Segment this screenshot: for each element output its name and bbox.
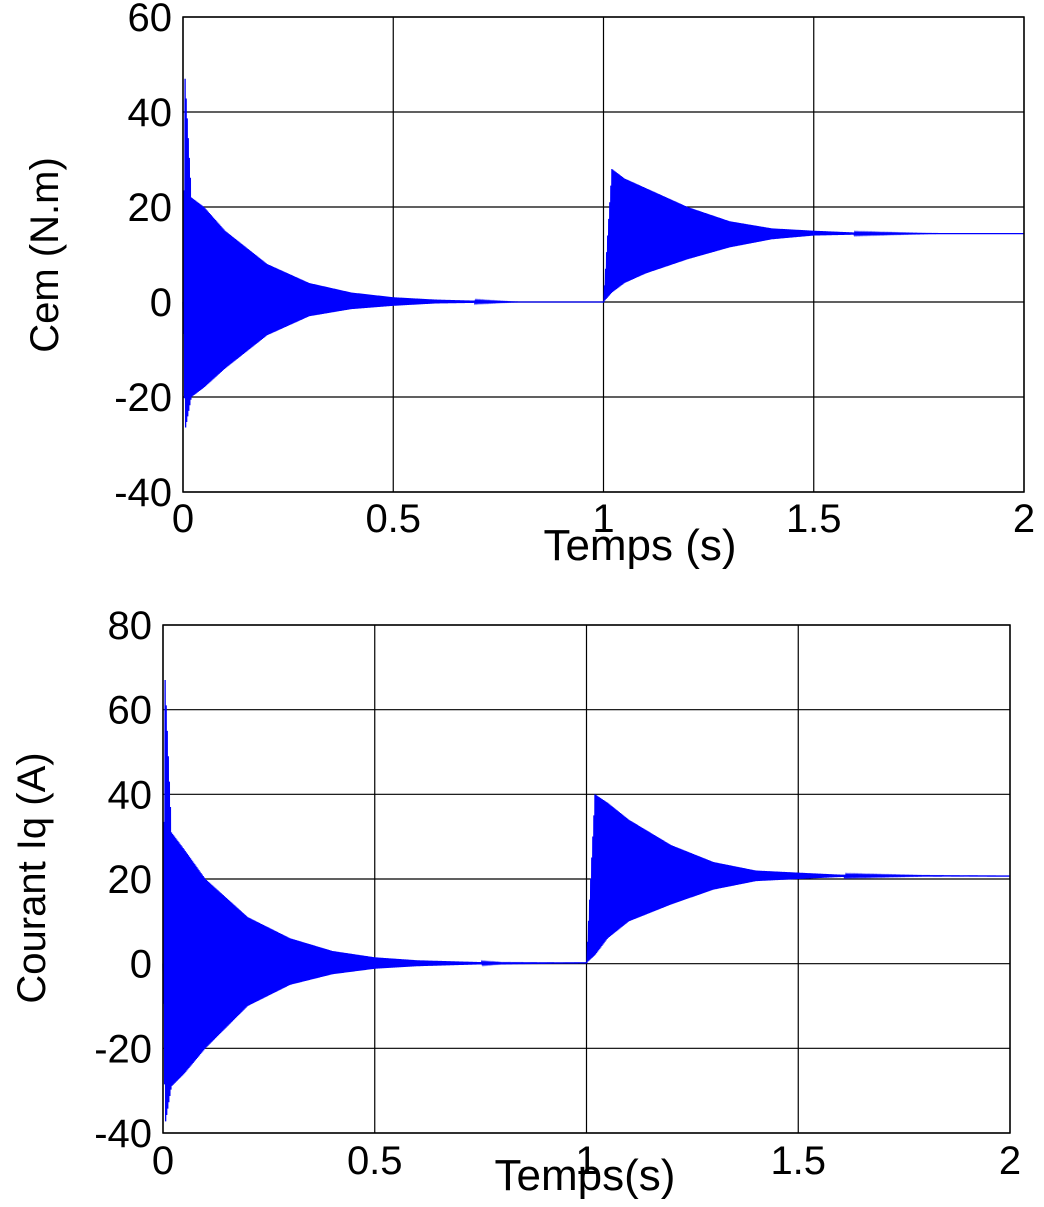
x-tick-label: 1 [575,1139,597,1183]
y-axis-label: Courant Iq (A) [10,752,54,1003]
x-tick-label: 0 [172,497,194,541]
x-tick-label: 2 [999,1139,1021,1183]
y-tick-label: 20 [108,858,153,902]
y-tick-label: 80 [108,604,153,648]
x-tick-label: 1.5 [786,497,842,541]
y-tick-label: -20 [114,376,172,420]
signal-line [182,78,1024,428]
x-tick-label: 0.5 [365,497,421,541]
x-tick-label: 1.5 [770,1139,826,1183]
y-tick-label: -20 [94,1027,152,1071]
x-axis-label: Temps(s) [495,1151,676,1200]
chart-current-iq: 0 0.5 1 1.5 2 -40 -20 0 20 40 60 80 Temps(s) Courant … [10,604,1021,1200]
x-axis-label: Temps (s) [543,521,736,570]
y-tick-label: 0 [130,943,152,987]
x-tick-label: 0 [152,1139,174,1183]
y-tick-label: 0 [150,281,172,325]
axes-frame [162,624,1011,1134]
y-tick-label: -40 [94,1112,152,1156]
y-tick-label: 40 [128,91,173,135]
x-tick-label: 0.5 [347,1139,403,1183]
x-tick-label: 1 [592,497,614,541]
y-tick-label: 60 [108,689,153,733]
y-tick-label: 40 [108,773,153,817]
x-tick-label: 2 [1013,497,1035,541]
y-tick-label: -40 [114,471,172,515]
y-tick-label: 60 [128,0,173,40]
y-tick-label: 20 [128,186,173,230]
chart-torque: 0 0.5 1 1.5 2 -40 -20 0 20 40 60 Temps (s) Cem (N.m) [23,0,1035,570]
signal-line [162,680,1010,1122]
y-axis-label: Cem (N.m) [23,157,67,353]
axes-frame [182,16,1025,493]
